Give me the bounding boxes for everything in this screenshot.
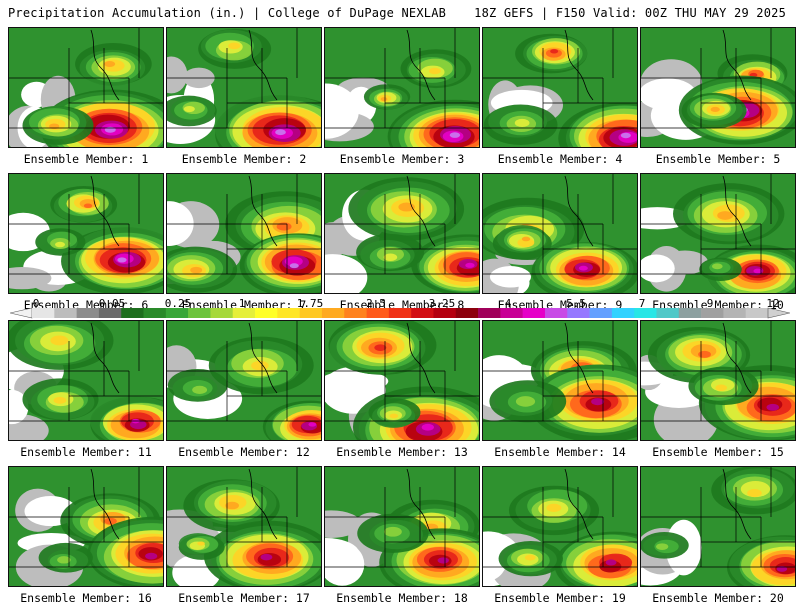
ensemble-member-label: Ensemble Member: 14 [494, 445, 626, 459]
colorbar-swatch [433, 308, 457, 318]
colorbar-swatch [121, 308, 144, 318]
ensemble-member-map [166, 320, 322, 441]
ensemble-member-label: Ensemble Member: 18 [336, 591, 468, 605]
ensemble-member-map [166, 27, 322, 148]
ensemble-member-map [640, 466, 796, 587]
colorbar-tick-label: 2.5 [366, 297, 386, 310]
colorbar-swatch [567, 308, 590, 318]
colorbar-swatch [255, 308, 278, 318]
ensemble-member-map [324, 466, 480, 587]
ensemble-member-map [324, 320, 480, 441]
ensemble-member-map [482, 27, 638, 148]
colorbar-swatch [634, 308, 657, 318]
ensemble-member-label: Ensemble Member: 3 [339, 152, 465, 166]
colorbar-swatch [723, 308, 746, 318]
colorbar-scale [10, 307, 790, 319]
colorbar-tick-label: 4 [504, 297, 512, 310]
ensemble-member-map [8, 27, 164, 148]
colorbar-max-arrow [767, 307, 790, 319]
ensemble-member-map [640, 27, 796, 148]
ensemble-member-label: Ensemble Member: 5 [655, 152, 781, 166]
ensemble-member-label: Ensemble Member: 17 [178, 591, 310, 605]
ensemble-member-map [482, 466, 638, 587]
ensemble-member-label: Ensemble Member: 13 [336, 445, 468, 459]
colorbar-swatch [32, 308, 55, 318]
colorbar-tick-label: 7 [638, 297, 646, 310]
colorbar-swatch [678, 308, 702, 318]
ensemble-member-label: Ensemble Member: 20 [652, 591, 784, 605]
ensemble-member-map [482, 320, 638, 441]
colorbar-swatch [388, 308, 412, 318]
colorbar-tick-label: 0.25 [164, 297, 192, 310]
ensemble-member-label: Ensemble Member: 1 [23, 152, 149, 166]
colorbar-swatch [277, 308, 300, 318]
ensemble-member-map [166, 466, 322, 587]
colorbar-swatch [478, 308, 501, 318]
colorbar-tick-label: 1 [238, 297, 246, 310]
colorbar-swatch [701, 308, 724, 318]
colorbar-swatch [455, 308, 479, 318]
ensemble-member-map [324, 27, 480, 148]
colorbar-swatch [143, 308, 167, 318]
colorbar-swatch [98, 308, 122, 318]
colorbar-tick-label: 1.75 [296, 297, 324, 310]
colorbar-swatch [522, 308, 546, 318]
colorbar: 0 0.05 0.25 1 1.75 2.5 3.25 4 5.5 7 9 12 [10, 297, 790, 319]
colorbar-swatch [76, 308, 100, 318]
ensemble-member-label: Ensemble Member: 2 [181, 152, 307, 166]
ensemble-member-map [166, 173, 322, 294]
colorbar-swatch [188, 308, 211, 318]
model-valid-time: 18Z GEFS | F150 Valid: 00Z THU MAY 29 20… [474, 6, 786, 20]
colorbar-swatch [611, 308, 635, 318]
colorbar-swatch [344, 308, 367, 318]
ensemble-member-map [640, 173, 796, 294]
colorbar-swatch [210, 308, 234, 318]
colorbar-tick-label: 0.05 [98, 297, 126, 310]
ensemble-member-map [482, 173, 638, 294]
colorbar-tick-label: 5.5 [566, 297, 586, 310]
colorbar-tick-label: 3.25 [428, 297, 456, 310]
colorbar-swatch [411, 308, 434, 318]
colorbar-swatch [500, 308, 523, 318]
colorbar-tick-label: 9 [706, 297, 714, 310]
ensemble-member-map [8, 466, 164, 587]
colorbar-swatch [232, 308, 256, 318]
ensemble-member-map [640, 320, 796, 441]
colorbar-swatch [544, 308, 568, 318]
colorbar-tick-label: 0 [32, 297, 40, 310]
ensemble-member-label: Ensemble Member: 11 [20, 445, 152, 459]
map-title: Precipitation Accumulation (in.) | Colle… [8, 6, 447, 20]
colorbar-min-arrow [10, 307, 33, 319]
ensemble-member-label: Ensemble Member: 4 [497, 152, 623, 166]
ensemble-member-label: Ensemble Member: 15 [652, 445, 784, 459]
colorbar-tick-label: 12 [766, 297, 780, 310]
colorbar-swatch [299, 308, 323, 318]
colorbar-swatch [745, 308, 769, 318]
ensemble-member-map [8, 320, 164, 441]
colorbar-swatch [54, 308, 77, 318]
colorbar-swatch [366, 308, 390, 318]
ensemble-member-label: Ensemble Member: 12 [178, 445, 310, 459]
colorbar-swatch [321, 308, 345, 318]
colorbar-swatch [589, 308, 613, 318]
ensemble-member-label: Ensemble Member: 19 [494, 591, 626, 605]
colorbar-swatch [165, 308, 189, 318]
ensemble-member-map [8, 173, 164, 294]
ensemble-member-map [324, 173, 480, 294]
ensemble-member-label: Ensemble Member: 16 [20, 591, 152, 605]
colorbar-swatch [656, 308, 680, 318]
